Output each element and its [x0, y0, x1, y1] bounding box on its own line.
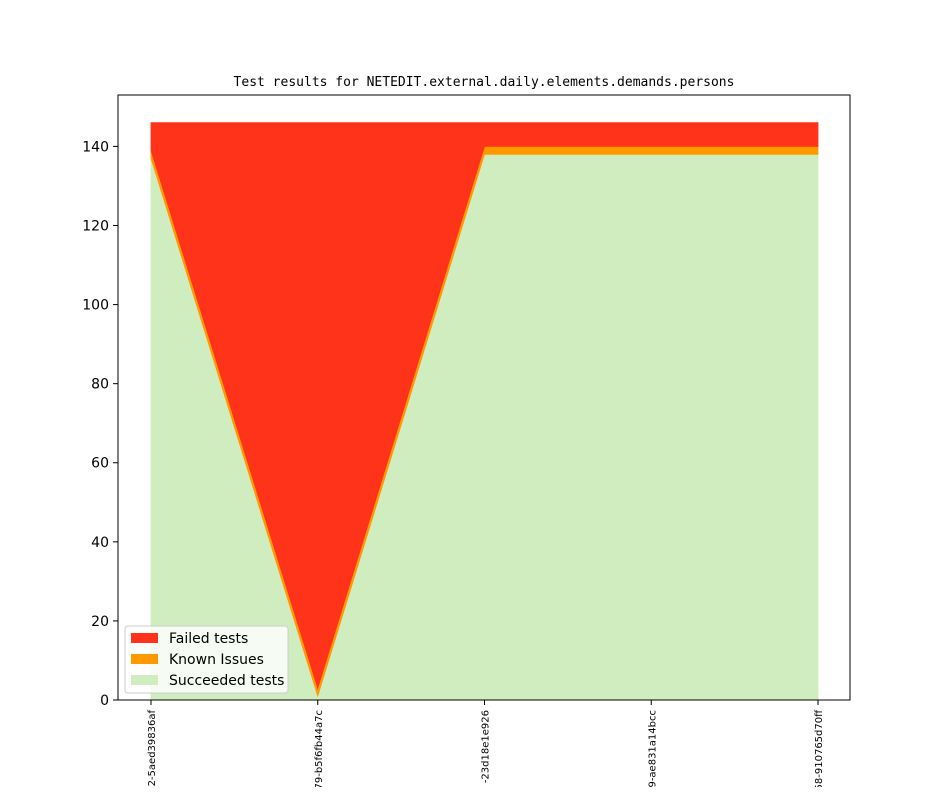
x-tick-label: -23d18e1e926: [481, 710, 492, 783]
y-tick-label: 20: [91, 614, 109, 630]
chart-title: Test results for NETEDIT.external.daily.…: [234, 75, 735, 90]
x-axis: 2-5aed39836af 79-b5f6fb44a7c -23d18e1e926 9…: [147, 700, 825, 790]
legend-label-succeeded-tests: Succeeded tests: [169, 673, 284, 689]
y-tick-label: 0: [100, 693, 109, 709]
x-tick-label: 79-b5f6fb44a7c: [314, 710, 325, 787]
legend-swatch-failed-tests: [131, 633, 158, 643]
x-tick-label: 58-910765d70ff: [814, 709, 825, 787]
y-tick-label: 100: [82, 298, 109, 314]
legend-label-known-issues: Known Issues: [169, 652, 264, 668]
y-tick-label: 40: [91, 535, 109, 551]
legend-swatch-known-issues: [131, 654, 158, 664]
area-layers: [150, 122, 819, 701]
x-tick-label: 2-5aed39836af: [147, 710, 158, 787]
y-tick-label: 60: [91, 456, 109, 472]
legend-label-failed-tests: Failed tests: [169, 631, 248, 647]
legend-swatch-succeeded-tests: [131, 675, 158, 685]
y-tick-label: 120: [82, 218, 109, 234]
y-tick-label: 80: [91, 377, 109, 393]
y-tick-label: 140: [82, 139, 109, 155]
legend-box: [124, 625, 289, 694]
y-axis: 0 20 40 60 80 100 120 140: [82, 139, 118, 709]
area-failed-tests: [150, 122, 819, 690]
x-tick-label: 9-ae831a14bcc: [647, 710, 658, 787]
legend: Failed tests Known Issues Succeeded tests: [124, 625, 289, 694]
